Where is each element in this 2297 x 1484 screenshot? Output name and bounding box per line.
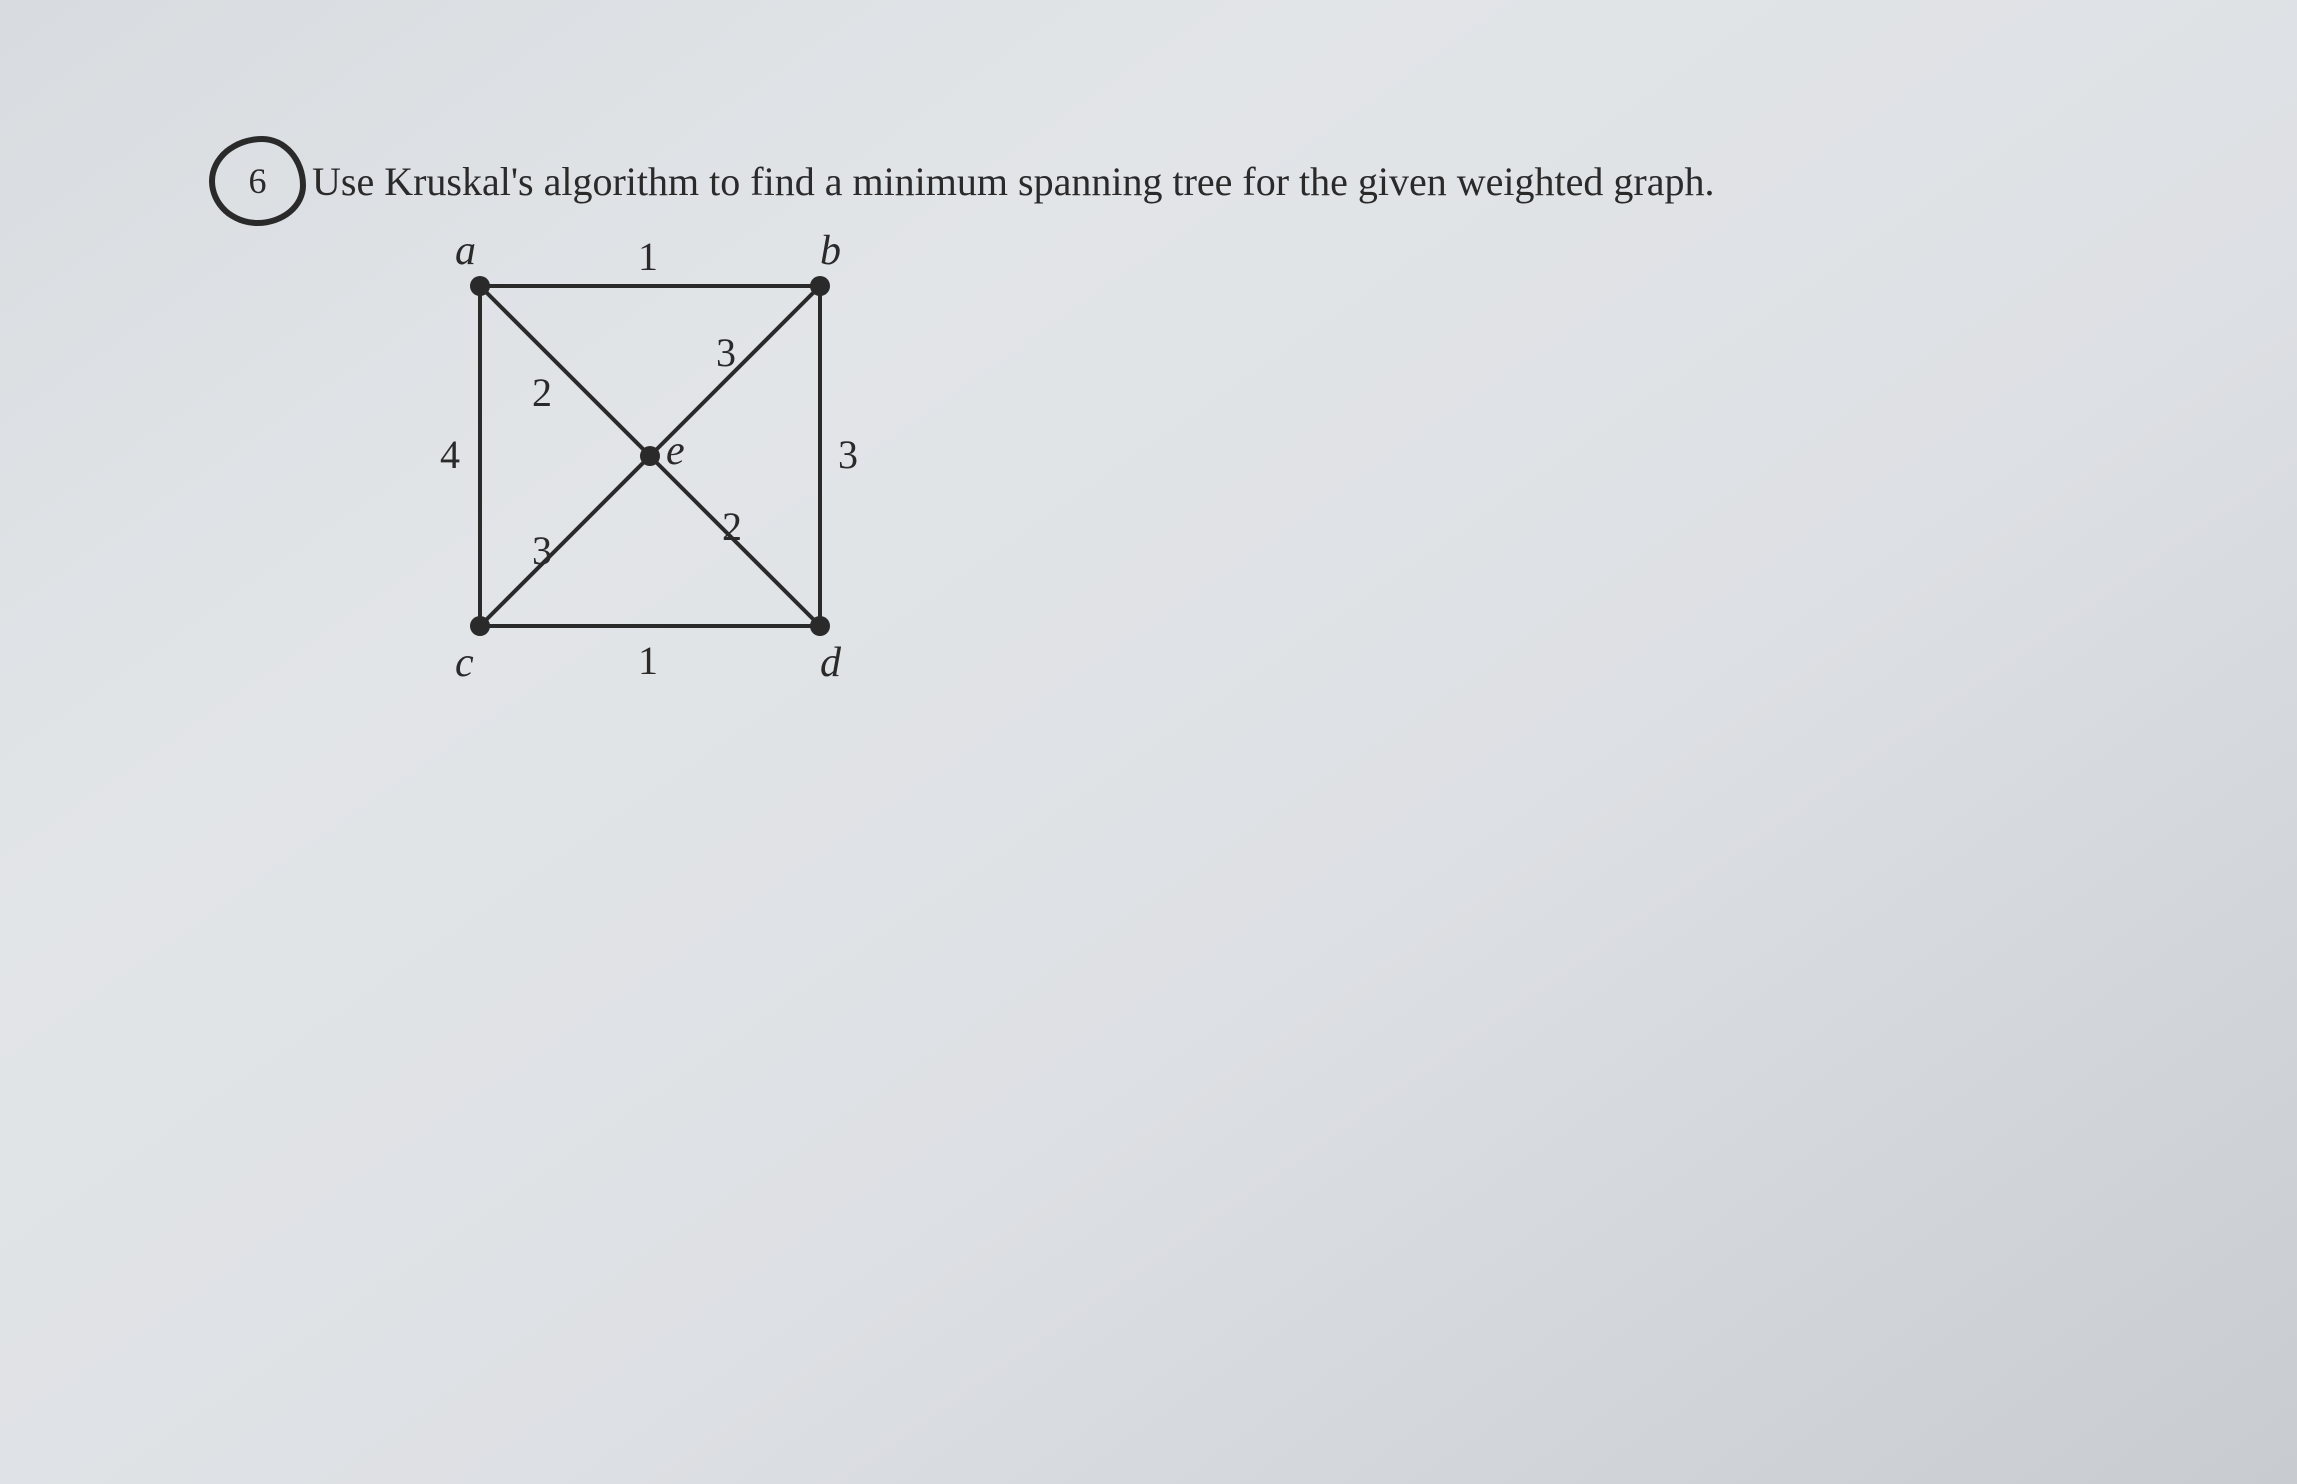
node-label-e: e [666, 428, 685, 474]
question-text: Use Kruskal's algorithm to find a minimu… [312, 158, 1714, 205]
edge-weight-a-c: 4 [440, 432, 460, 477]
edge-weight-b-d: 3 [838, 432, 858, 477]
edge-weight-a-e: 2 [532, 370, 552, 415]
page: 6 Use Kruskal's algorithm to find a mini… [0, 0, 2297, 1484]
edge-weight-d-e: 2 [722, 504, 742, 549]
node-label-d: d [820, 640, 842, 686]
edge-weight-b-e: 3 [716, 330, 736, 375]
node-b [810, 276, 830, 296]
node-a [470, 276, 490, 296]
question-number-circle: 6 [209, 136, 306, 226]
node-label-a: a [455, 228, 476, 274]
edge-weight-c-d: 1 [638, 638, 658, 683]
question-number: 6 [249, 160, 267, 202]
edge-weight-a-b: 1 [638, 234, 658, 279]
node-d [810, 616, 830, 636]
graph: 1 4 3 1 2 3 3 2 a b c d e [420, 216, 920, 716]
edge-a-e [480, 286, 650, 456]
node-label-b: b [820, 228, 841, 274]
edge-c-e [480, 456, 650, 626]
node-label-c: c [455, 640, 474, 686]
node-c [470, 616, 490, 636]
edge-weight-c-e: 3 [532, 528, 552, 573]
node-e [640, 446, 660, 466]
